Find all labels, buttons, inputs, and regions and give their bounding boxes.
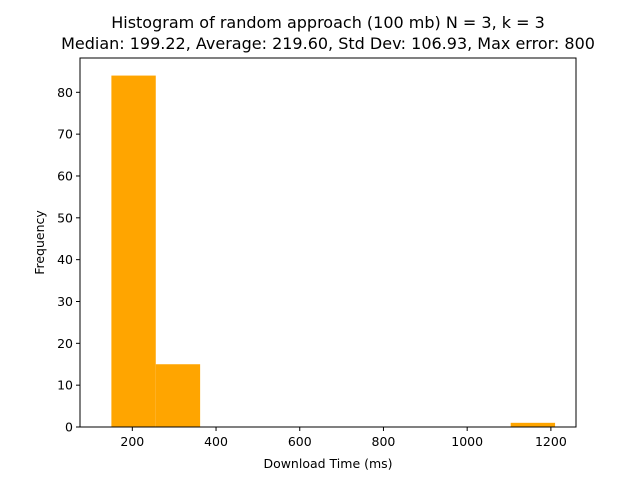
y-tick-label: 10: [57, 378, 73, 393]
y-axis-label: Frequency: [32, 210, 47, 275]
x-tick-label: 200: [120, 434, 144, 449]
y-tick-label: 40: [57, 252, 73, 267]
histogram-bar-0: [111, 75, 156, 428]
x-tick-label: 400: [204, 434, 228, 449]
chart-title-line-1: Histogram of random approach (100 mb) N …: [111, 13, 545, 32]
plot-area-frame: [79, 57, 577, 428]
y-axis-ticks: 0 10 20 30 40 50 60 70 80: [57, 85, 80, 435]
x-tick-label: 1000: [451, 434, 483, 449]
y-tick-label: 20: [57, 336, 73, 351]
x-tick-label: 600: [288, 434, 312, 449]
x-tick-label: 1200: [535, 434, 567, 449]
y-tick-label: 70: [57, 127, 73, 142]
x-axis-label: Download Time (ms): [263, 456, 392, 471]
y-tick-label: 60: [57, 168, 73, 183]
chart-title-line-2: Median: 199.22, Average: 219.60, Std Dev…: [61, 34, 595, 53]
histogram-bar-1: [155, 364, 201, 427]
x-axis-ticks: 200 400 600 800 1000 1200: [120, 427, 567, 449]
histogram-bar-9: [510, 422, 556, 427]
y-tick-label: 30: [57, 294, 73, 309]
y-tick-label: 50: [57, 210, 73, 225]
x-tick-label: 800: [372, 434, 396, 449]
y-tick-label: 80: [57, 85, 73, 100]
y-tick-label: 0: [65, 420, 73, 435]
histogram-bars: [111, 75, 556, 428]
